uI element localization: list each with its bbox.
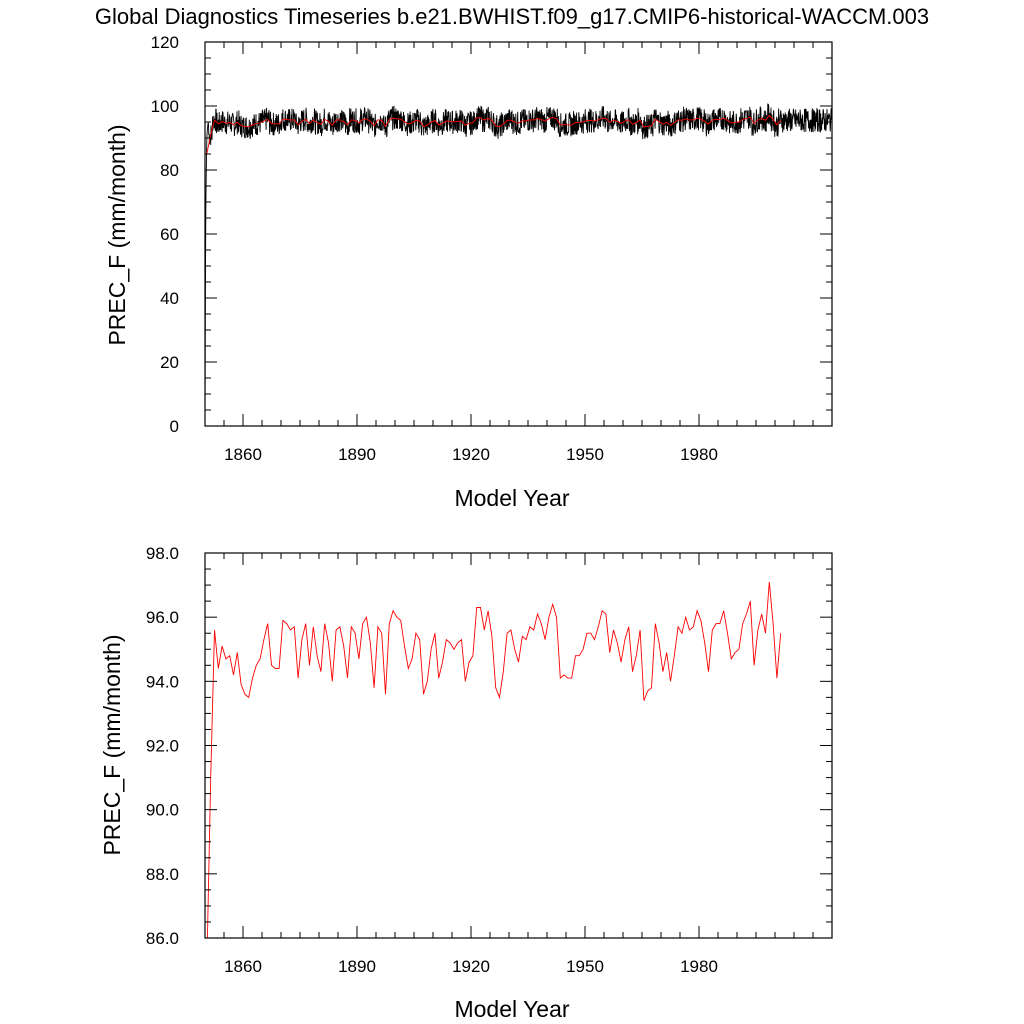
y-tick-label: 94.0 xyxy=(146,672,179,691)
series-line-monthly xyxy=(205,103,832,426)
x-tick-label: 1860 xyxy=(224,957,262,976)
y-tick-label: 98.0 xyxy=(146,544,179,563)
y-tick-label: 86.0 xyxy=(146,929,179,948)
top-xlabel: Model Year xyxy=(454,485,569,511)
bottom-panel: Model Year PREC_F (mm/month) 86.0 88.0 90.… xyxy=(99,544,833,1022)
y-tick-label: 92.0 xyxy=(146,737,179,756)
y-tick-label: 80 xyxy=(160,161,179,180)
y-tick-label: 88.0 xyxy=(146,865,179,884)
y-tick-label: 96.0 xyxy=(146,608,179,627)
x-tick-label: 1890 xyxy=(338,445,376,464)
y-tick-label: 100 xyxy=(151,97,179,116)
series-line-annual xyxy=(206,114,782,154)
y-tick-label: 60 xyxy=(160,225,179,244)
chart-title: Global Diagnostics Timeseries b.e21.BWHI… xyxy=(95,4,929,29)
top-ylabel: PREC_F (mm/month) xyxy=(104,124,130,345)
top-panel: Model Year PREC_F (mm/month) 0 20 40 60 80 10… xyxy=(104,33,833,511)
series-line-annual xyxy=(206,581,782,938)
bottom-ylabel: PREC_F (mm/month) xyxy=(99,634,125,855)
x-tick-label: 1980 xyxy=(680,957,718,976)
x-tick-label: 1860 xyxy=(224,445,262,464)
plot-area xyxy=(205,103,832,426)
x-tick-label: 1950 xyxy=(566,957,604,976)
plot-area xyxy=(206,581,782,938)
y-tick-label: 120 xyxy=(151,33,179,52)
bottom-xlabel: Model Year xyxy=(454,996,569,1022)
y-tick-label: 20 xyxy=(160,353,179,372)
x-tick-label: 1890 xyxy=(338,957,376,976)
y-tick-label: 0 xyxy=(170,417,179,436)
x-tick-label: 1950 xyxy=(566,445,604,464)
plot-frame xyxy=(204,552,833,939)
x-tick-label: 1980 xyxy=(680,445,718,464)
plot-frame xyxy=(204,41,833,427)
y-tick-label: 90.0 xyxy=(146,801,179,820)
x-tick-label: 1920 xyxy=(452,445,490,464)
x-tick-label: 1920 xyxy=(452,957,490,976)
y-tick-label: 40 xyxy=(160,289,179,308)
